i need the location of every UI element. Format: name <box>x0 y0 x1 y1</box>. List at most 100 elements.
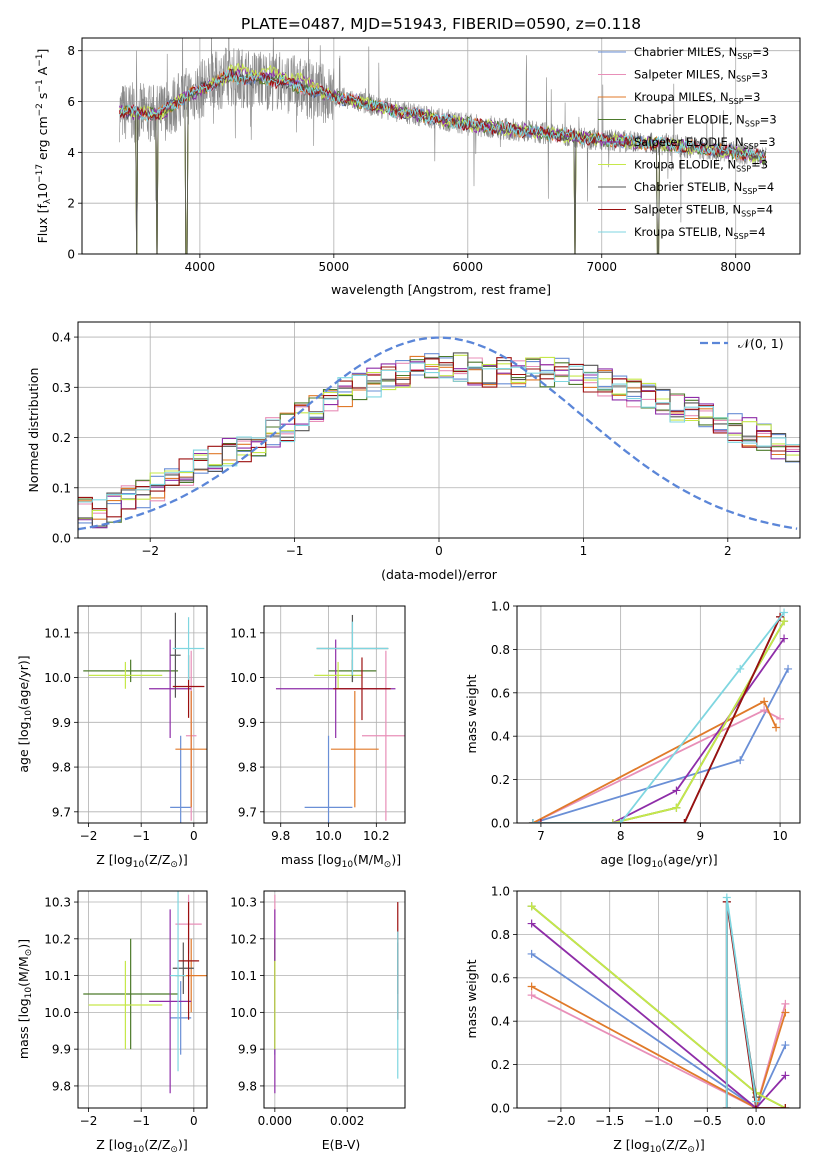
series-marker <box>722 1104 731 1108</box>
series-marker <box>781 1104 790 1108</box>
x-tick-label: −2 <box>141 544 159 558</box>
x-tick-label: 0 <box>190 829 198 843</box>
panel-mass_vs_ebv: 0.000 0.002 9.8 9.9 10.0 10.1 10.2 10.3 E(B-V) <box>230 890 406 1152</box>
series-marker <box>776 714 785 723</box>
label-part: −1 <box>35 54 45 67</box>
series-marker <box>736 664 745 673</box>
xlabel-text: Z [log10(Z/Z⊙)] <box>96 1137 187 1155</box>
label-part: )] <box>178 852 188 867</box>
series-line-c1 <box>532 668 789 823</box>
legend-entry: Kroupa MILES, NSSP=3 <box>634 90 760 106</box>
x-tick-label: 0 <box>435 544 443 558</box>
y-tick-label: 0.0 <box>491 1102 510 1116</box>
panel-residuals: −2 −1 0 1 2 0.0 0.1 0.2 0.3 0.4 (data-model)/error… <box>26 321 801 582</box>
y-tick-label: 9.7 <box>52 805 71 819</box>
axes-frame <box>81 37 801 255</box>
y-tick-label: 0.8 <box>491 928 510 942</box>
legend-entry: Salpeter STELIB, NSSP=4 <box>634 203 773 219</box>
series-marker <box>784 664 793 673</box>
plot-area <box>527 893 790 1108</box>
label-part: Z [log <box>613 1137 649 1152</box>
label-part: =3 <box>752 45 769 59</box>
axes-frame <box>516 890 801 1109</box>
series-marker <box>760 697 769 706</box>
histogram-c2 <box>78 357 800 514</box>
series-marker <box>528 819 537 823</box>
plot-area <box>83 612 207 823</box>
label-part: Salpeter MILES, N <box>634 68 736 82</box>
x-tick-label: 0.0 <box>747 1114 766 1128</box>
xlabel-text: Z [log10(Z/Z⊙)] <box>613 1137 704 1155</box>
series-marker <box>781 1041 790 1050</box>
label-part: (M/M <box>353 852 384 867</box>
y-tick-label: 0.8 <box>491 643 510 657</box>
y-tick-label: 10.2 <box>230 932 257 946</box>
y-tick-label: 0.4 <box>491 730 510 744</box>
label-part: 10 <box>24 987 34 999</box>
x-tick-label: −1.5 <box>595 1114 624 1128</box>
xlabel-text: mass [log10(M/M⊙)] <box>281 852 401 870</box>
label-part: =4 <box>756 203 773 217</box>
panel-mass_vs_Z: −2 −1 09.89.910.010.110.210.3Z [log10(Z/Z⊙… <box>16 890 208 1155</box>
label-part: ⊙ <box>687 1145 695 1155</box>
label-part: =3 <box>744 90 761 104</box>
series-line-c3 <box>531 985 787 1108</box>
y-tick-label: 0.2 <box>491 1058 510 1072</box>
model-spectrum-c9 <box>119 69 766 162</box>
series-marker <box>527 902 536 911</box>
label-part: s <box>35 93 50 104</box>
label-part: 10 <box>24 710 34 722</box>
series-marker <box>672 803 681 812</box>
label-part: =3 <box>760 113 777 127</box>
y-tick-label: 4 <box>67 146 75 160</box>
grid <box>517 605 800 824</box>
x-tick-label: 8 <box>617 829 625 843</box>
ylabel-text: Normed distribution <box>26 368 41 493</box>
label-part: wavelength [Angstrom, rest frame] <box>331 282 551 297</box>
ylabel-text: mass weight <box>464 674 479 753</box>
label-part: erg cm <box>35 116 50 164</box>
y-tick-label: 0 <box>67 248 75 262</box>
histogram-c8 <box>78 357 800 518</box>
y-tick-label: 1.0 <box>491 600 510 614</box>
y-tick-label: 0.0 <box>491 817 510 831</box>
plot-area <box>275 614 405 823</box>
label-part: )] <box>178 1137 188 1152</box>
y-tick-label: 9.8 <box>238 1079 257 1093</box>
y-tick-label: 0.6 <box>491 971 510 985</box>
legend-entry: Chabrier MILES, NSSP=3 <box>634 45 769 61</box>
histogram-c9 <box>78 362 800 503</box>
label-part: (age/yr)] <box>663 852 718 867</box>
axes-frame <box>77 605 208 824</box>
label-part: −1 <box>35 79 45 92</box>
y-tick-label: 10.3 <box>230 896 257 910</box>
series-line-c9 <box>725 897 757 1108</box>
series-marker <box>672 786 681 795</box>
label-part: SSP <box>737 52 752 61</box>
plot-area <box>274 894 399 1094</box>
label-part: Kroupa STELIB, N <box>634 225 734 239</box>
y-tick-label: 10.0 <box>230 671 257 685</box>
axes-frame <box>77 890 208 1109</box>
label-part: Kroupa ELODIE, N <box>634 158 736 172</box>
legend-entry: Salpeter ELODIE, NSSP=3 <box>634 135 776 151</box>
x-tick-label: −1.0 <box>644 1114 673 1128</box>
ylabel-text: Flux [fλ10−17 erg cm−2 s−1 A−1] <box>35 49 53 244</box>
axes-frame <box>516 605 801 824</box>
label-part: (M/M <box>16 956 31 987</box>
series-marker <box>527 949 536 958</box>
series-marker <box>736 756 745 765</box>
x-tick-label: −0.5 <box>693 1114 722 1128</box>
plot-area <box>78 336 800 531</box>
y-tick-label: 6 <box>67 95 75 109</box>
x-tick-label: 10 <box>772 829 787 843</box>
series-marker <box>527 991 536 1000</box>
y-tick-label: 10.3 <box>44 896 71 910</box>
label-part: λ <box>43 198 53 204</box>
label-part: Kroupa MILES, N <box>634 90 729 104</box>
series-marker <box>722 893 731 902</box>
legend-entry: 𝒩(0, 1) <box>738 336 784 351</box>
series-line-c5 <box>531 922 787 1108</box>
plot-area <box>528 608 793 823</box>
label-part: ⊙ <box>170 860 178 870</box>
